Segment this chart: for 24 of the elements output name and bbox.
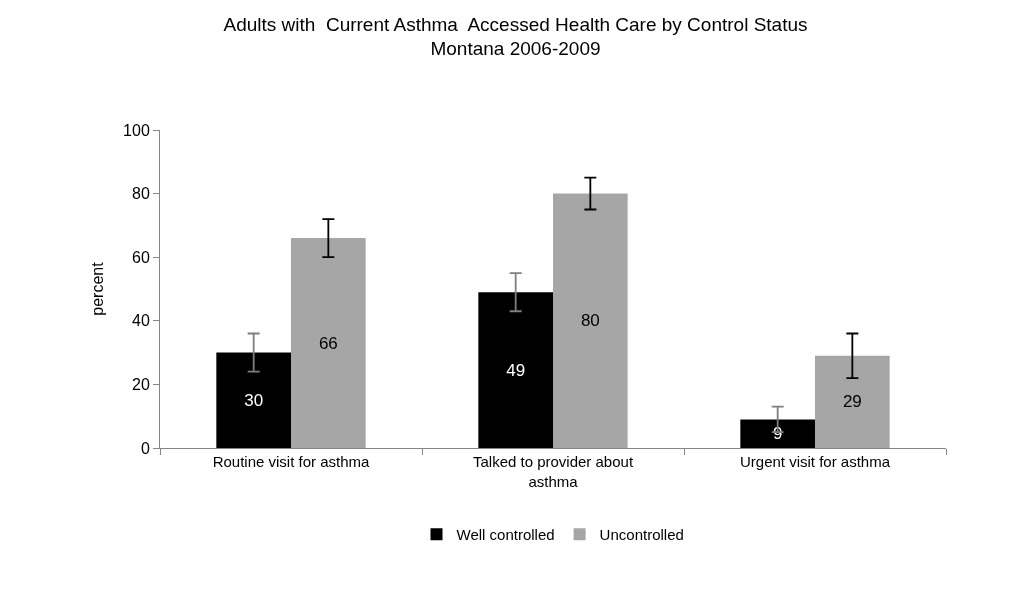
legend-label: Uncontrolled: [599, 526, 684, 544]
data-label: 49: [506, 360, 526, 380]
bar: [216, 352, 291, 448]
y-tick-label: 0: [140, 439, 150, 457]
x-tick-label: Urgent visit for asthma: [739, 453, 891, 470]
data-label: 29: [842, 392, 862, 412]
bar: [553, 193, 628, 448]
y-axis-title: percent: [89, 261, 106, 316]
bar: [478, 292, 553, 448]
y-tick-label: 100: [123, 121, 150, 139]
y-tick-label: 60: [132, 248, 150, 266]
data-label: 30: [244, 390, 264, 410]
chart-title: Adults with Current Asthma Accessed Health Care by Control Status Montana 2006-2009: [223, 13, 808, 60]
bar: [740, 419, 815, 448]
data-label: 66: [318, 333, 338, 353]
y-tick-label: 80: [132, 185, 150, 203]
y-tick-label: 20: [132, 376, 150, 393]
bar: [291, 238, 366, 448]
x-tick-label: Talked to provider about asthma: [472, 453, 634, 490]
data-label: 80: [580, 311, 600, 331]
bar: [815, 355, 890, 448]
legend-label: Well controlled: [456, 526, 555, 544]
y-tick-label: 40: [132, 312, 150, 330]
x-tick-label: Routine visit for asthma: [212, 453, 371, 470]
